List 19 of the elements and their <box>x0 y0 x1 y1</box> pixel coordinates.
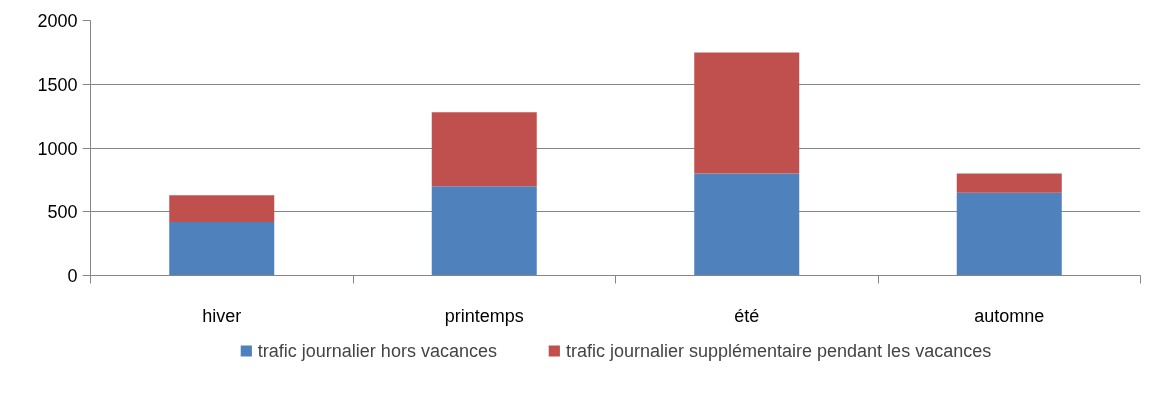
legend-label: trafic journalier supplémentaire pendant les vacances <box>565 340 992 361</box>
bar <box>956 173 1062 193</box>
x-tick-label: hiver <box>202 305 242 326</box>
bar <box>694 173 800 276</box>
bar <box>956 192 1062 276</box>
bar <box>169 195 275 222</box>
legend-label: trafic journalier hors vacances <box>257 340 497 361</box>
y-tick-label: 500 <box>47 202 78 223</box>
y-tick-label: 1000 <box>37 138 78 159</box>
y-tick-label: 2000 <box>37 11 78 31</box>
bar <box>169 221 275 276</box>
bar <box>431 112 537 187</box>
x-tick-label: printemps <box>444 305 524 326</box>
y-tick-label: 0 <box>67 266 78 286</box>
bar <box>431 186 537 276</box>
x-tick-label: été <box>734 305 760 326</box>
bar <box>694 52 800 174</box>
y-tick-label: 1500 <box>37 74 78 95</box>
x-tick-label: automne <box>974 305 1045 326</box>
